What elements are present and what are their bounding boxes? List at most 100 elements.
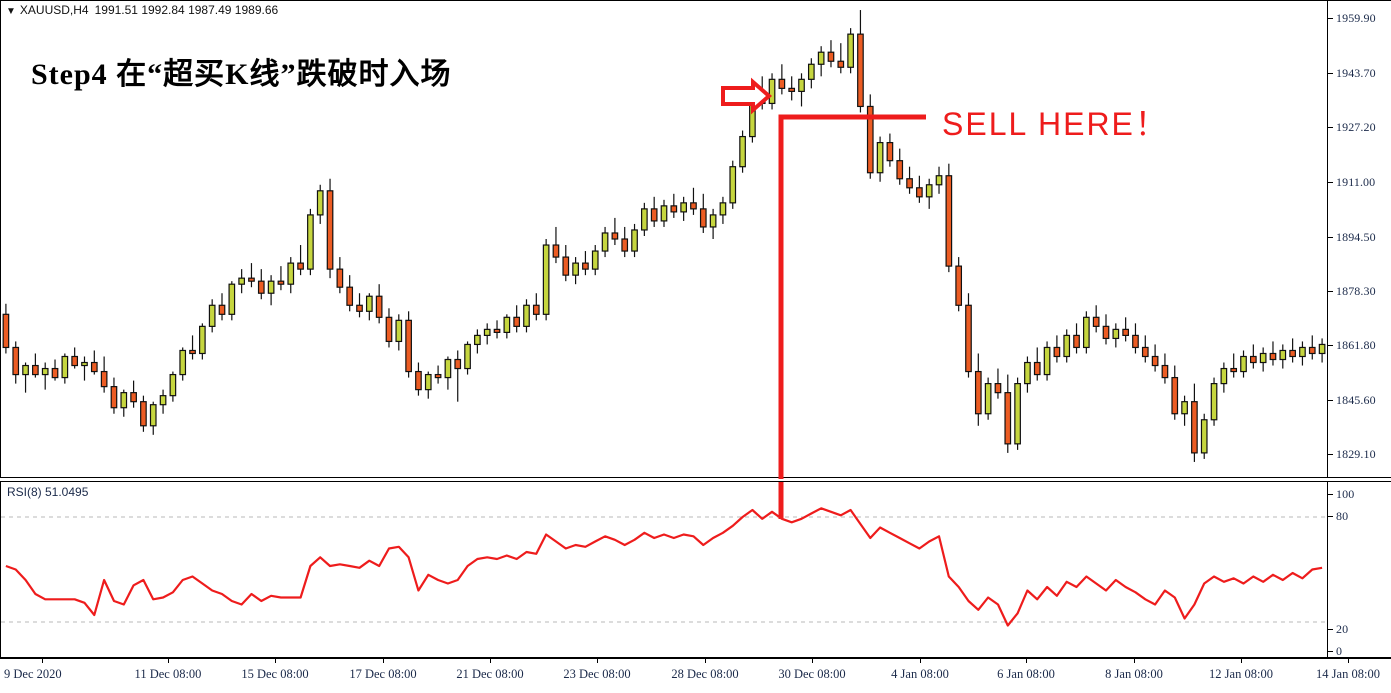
candle (650, 196, 658, 227)
candle-body (474, 334, 481, 346)
time-tick-label: 9 Dec 2020 (4, 667, 62, 681)
candle (424, 371, 432, 399)
candle-body (955, 265, 963, 306)
price-scale[interactable]: 1959.90 1943.70 1927.20 1911.00 1894.50 1878.… (1327, 1, 1391, 507)
candle (955, 257, 963, 312)
candle (2, 303, 10, 354)
price-tick-label: 1894.50 (1336, 230, 1376, 244)
candle (1279, 344, 1287, 369)
candle-body (140, 401, 147, 427)
candle (248, 263, 255, 288)
candle (189, 335, 196, 360)
candle-body (41, 367, 49, 376)
candle-body (896, 160, 904, 180)
candle-body (1063, 334, 1071, 358)
candle (238, 269, 245, 294)
triangle-down-icon[interactable]: ▼ (6, 6, 16, 17)
candle-body (1259, 352, 1267, 364)
candle (1112, 323, 1120, 348)
candle-body (749, 93, 756, 138)
rsi-tick-label: 20 (1336, 622, 1349, 636)
tick-mark (1328, 516, 1333, 517)
candle-body (778, 78, 786, 89)
candle (788, 76, 796, 101)
candle-body (876, 141, 884, 174)
candle-body (1122, 328, 1129, 337)
price-tick-label: 1829.10 (1336, 447, 1376, 461)
candle (1024, 356, 1031, 393)
candle (1220, 362, 1228, 393)
candle (719, 196, 727, 224)
candle-body (199, 325, 206, 355)
candle (159, 389, 167, 414)
candle-body (857, 33, 864, 108)
candle-body (375, 295, 383, 318)
candle-body (591, 250, 599, 270)
candle-body (650, 208, 658, 222)
candle (591, 245, 599, 276)
rsi-line (5, 507, 1323, 627)
candle-body (631, 229, 638, 252)
candle (641, 202, 648, 236)
candle-body (1073, 334, 1080, 349)
candle (729, 160, 737, 209)
candle (513, 305, 521, 333)
candle (768, 73, 776, 110)
candle-body (248, 277, 255, 282)
candle (356, 293, 363, 318)
rsi-scale[interactable]: 100 80 20 0 (1327, 482, 1391, 658)
candlestick-series (2, 10, 1326, 462)
candle-body (454, 358, 462, 370)
time-tick-mark (42, 659, 43, 663)
candle (395, 314, 403, 351)
time-tick-label: 30 Dec 08:00 (778, 667, 846, 681)
candle-body (307, 214, 314, 270)
candle (1102, 314, 1110, 345)
price-plot-area[interactable] (1, 1, 1327, 477)
candle (199, 323, 206, 360)
candle-body (562, 256, 570, 276)
candle-body (1200, 419, 1208, 454)
candle (110, 377, 118, 414)
time-tick-mark (705, 659, 706, 663)
candle-body (916, 187, 923, 198)
candle-body (228, 283, 236, 315)
candle-body (130, 392, 137, 403)
candle (1014, 377, 1021, 450)
candle-body (1092, 316, 1100, 327)
time-tick-mark (597, 659, 598, 663)
candle (1092, 305, 1100, 333)
rsi-plot-area[interactable] (1, 482, 1327, 657)
candle (287, 257, 295, 294)
candle-body (945, 175, 953, 267)
candle-body (611, 232, 619, 240)
candle-body (994, 383, 1002, 394)
candle-body (110, 386, 118, 409)
candle-body (798, 78, 805, 92)
candle-body (169, 373, 177, 397)
candle (267, 275, 275, 306)
candle-body (1230, 367, 1238, 373)
price-panel: 1959.90 1943.70 1927.20 1911.00 1894.50 1878.… (0, 0, 1391, 507)
candle-body (71, 355, 79, 367)
candle-body (532, 304, 540, 315)
candle (1141, 335, 1149, 363)
candle (1200, 413, 1208, 459)
time-scale[interactable]: 9 Dec 2020 11 Dec 08:00 15 Dec 08:00 17 Dec… (0, 658, 1391, 693)
time-tick-mark (490, 659, 491, 663)
candle (758, 76, 766, 110)
candle-body (257, 280, 265, 294)
candle-body (120, 392, 128, 409)
candle-body (660, 205, 668, 222)
candle (916, 175, 923, 203)
candle (1230, 353, 1238, 378)
candle (542, 239, 550, 321)
time-tick-mark (168, 659, 169, 663)
candle (582, 251, 589, 276)
candle (699, 193, 707, 233)
candle (1240, 350, 1247, 378)
tick-mark (1328, 494, 1333, 495)
candle (611, 217, 619, 246)
candle (906, 166, 913, 194)
candle-body (1102, 325, 1110, 340)
